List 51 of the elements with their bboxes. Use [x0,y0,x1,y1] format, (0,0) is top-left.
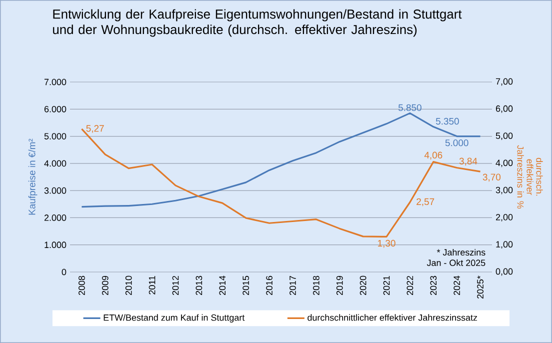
x-tick-label: 2021 [383,276,390,296]
y-tick-label: 0 [62,268,66,276]
y2-tick-label: 1,00 [496,241,513,249]
y-tick-label: 3.000 [44,187,66,194]
x-tick-label: 2014 [219,276,226,296]
x-tick-label: 2020 [360,276,366,296]
x-tick-label: 2015 [242,276,250,296]
chart-title: Entwicklung der Kaufpreise Eigentumswohnungen/Bestand in Stuttgart und der Wohnungsbaukredite (durchsch. effektiver Jahreszins) [53,9,462,37]
x-tick-label: 2023 [430,276,437,296]
y-tick-label: 7.000 [44,78,66,86]
data-label: 4,06 [424,152,442,160]
y2-tick-label: 7,00 [496,78,513,86]
data-label: 2,57 [416,198,434,206]
x-tick-label: 2018 [312,276,320,296]
data-label: 3,84 [459,158,478,166]
y-tick-label: 4.000 [44,160,66,167]
annotation: Jan - Okt 2025 [426,259,486,266]
x-tick-label: 2012 [172,276,179,296]
data-label: 1,30 [378,240,396,248]
annotation: * Jahreszins [436,248,486,256]
line-series [80,112,482,208]
legend-label: ETW/Bestand zum Kauf in Stuttgart [104,314,245,323]
y-tick-label: 2.000 [44,214,66,221]
y2-tick-label: 3,00 [496,186,513,194]
y-tick-label: 6.000 [44,106,66,112]
x-tick-label: 2010 [125,276,132,296]
data-label: 5.350 [436,118,459,125]
legend-label: durchschnittlicher effektiver Jahreszinssatz [308,314,478,321]
x-tick-label: 2024 [454,276,460,296]
x-tick-label: 2008 [78,276,85,296]
data-label: 3,70 [482,174,501,182]
x-tick-label: 2017 [290,276,296,296]
y-tick-label: 1.000 [44,242,66,248]
data-label: 5.000 [445,139,468,146]
data-label: 5.850 [398,104,422,112]
y2-axis-title: durchsch. effektiver Jahreszins in % [517,145,543,209]
data-label: 5,27 [86,125,104,133]
y2-tick-label: 0,00 [496,268,513,276]
x-tick-label: 2013 [196,276,202,296]
x-tick-label: 2019 [336,276,343,296]
x-tick-label: 2022 [406,276,414,296]
y-tick-label: 5.000 [44,133,66,140]
x-tick-label: 2011 [148,276,156,294]
y2-tick-label: 6,00 [496,105,513,113]
y2-tick-label: 2,00 [496,214,513,222]
x-tick-label: 2016 [266,276,272,296]
x-tick-label: 2009 [102,276,108,296]
y2-tick-label: 4,00 [496,160,513,168]
x-tick-label: 2025* [477,276,484,299]
y-axis-title: Kaufpreise in €/m² [28,138,38,215]
y2-tick-label: 5,00 [496,132,513,140]
